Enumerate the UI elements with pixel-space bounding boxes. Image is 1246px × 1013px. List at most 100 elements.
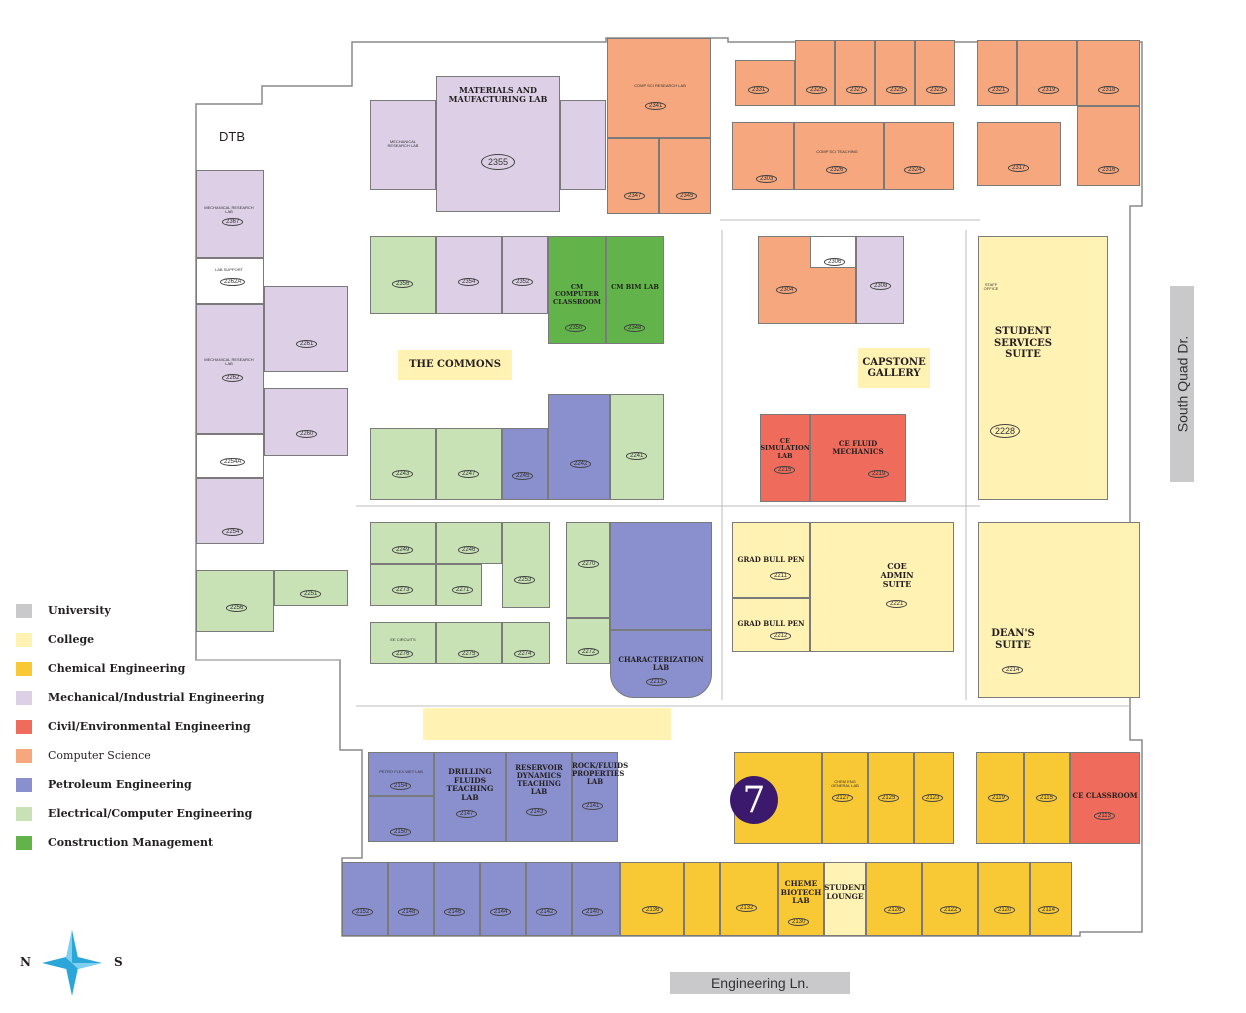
college-corridor-bar: [423, 708, 671, 740]
ce-fluid-title: CE FLUID MECHANICS: [832, 439, 884, 457]
legend-swatch: [16, 604, 32, 618]
compass-south-label: S: [114, 955, 123, 969]
ce-simulation-title: CE SIMULATION LAB: [760, 437, 810, 460]
room-2272-num: 2272: [578, 648, 600, 656]
drilling-title: DRILLING FLUIDS TEACHING LAB: [446, 767, 494, 802]
room-2327-num: 2327: [846, 86, 868, 94]
room-2271: [436, 564, 482, 606]
room-2247-num: 2247: [458, 470, 480, 478]
room-2142-num: 2142: [536, 908, 558, 916]
room-2246: [436, 522, 502, 564]
room-2341-num: 2341: [645, 102, 667, 110]
room-2345: [659, 138, 711, 214]
room-2212: [732, 598, 810, 652]
room-2154-label: PETRO FLEX WET LAB: [379, 769, 423, 774]
room-2318: [1077, 40, 1140, 106]
room-2241-num: 2241: [626, 452, 648, 460]
legend-label: Petroleum Engineering: [48, 778, 192, 791]
coe-admin-suite: [810, 522, 954, 652]
room-2323: [915, 40, 955, 106]
room-2356: [370, 236, 436, 314]
legend-swatch: [16, 836, 32, 850]
room-2260-num: 2260: [296, 430, 318, 438]
reservoir-title: RESERVOIR DYNAMICS TEACHING LAB: [515, 763, 563, 797]
room-2352-num: 2352: [512, 278, 534, 286]
room-2308: [856, 236, 904, 324]
room-2215-num: 2215: [774, 466, 796, 474]
room-2254a-num: 2254A: [220, 458, 246, 466]
cm-computer-title: CM COMPUTER CLASSROOM: [553, 283, 601, 306]
floor-number-badge: 7: [730, 776, 778, 824]
room-2347: [607, 138, 659, 214]
room-2276-label: EE CIRCUITS: [390, 637, 416, 642]
legend-label: Electrical/Computer Engineering: [48, 807, 253, 820]
room-2350-num: 2350: [565, 324, 587, 332]
room-2326: [794, 122, 884, 190]
room-2354-num: 2354: [458, 278, 480, 286]
legend-label: Mechanical/Industrial Engineering: [48, 691, 265, 704]
room-2367-label: MECHANICAL RESEARCH LAB: [204, 205, 254, 215]
grad-bull-pen-2-title: GRAD BULL PEN: [737, 619, 805, 628]
room-2329-num: 2329: [806, 86, 828, 94]
room-2325: [875, 40, 915, 106]
room-2356-num: 2356: [392, 280, 414, 288]
room-2136-num: 2136: [642, 906, 664, 914]
room-2325-num: 2325: [886, 86, 908, 94]
room-2254-num: 2254: [222, 528, 244, 536]
room-2262: [196, 304, 264, 434]
room-2213-num: 2213: [646, 678, 668, 686]
room-2319-num: 2319: [1038, 86, 1060, 94]
legend-label: University: [48, 604, 111, 617]
room-2319: [1017, 40, 1077, 106]
the-commons-label: THE COMMONS: [398, 350, 512, 380]
room-2323-num: 2323: [926, 86, 948, 94]
room-2242-num: 2242: [570, 460, 592, 468]
room-2213: [610, 630, 712, 698]
room-2212-num: 2212: [770, 632, 792, 640]
room-2345-num: 2345: [676, 192, 698, 200]
room-2262-label: MECHANICAL RESEARCH LAB: [204, 357, 254, 367]
room-2308-num: 2308: [870, 282, 892, 290]
room-2271-num: 2271: [452, 586, 474, 594]
room-2122-num: 2122: [940, 906, 962, 914]
room-2327: [835, 40, 875, 106]
characterization-title: CHARACTERIZATION LAB: [618, 655, 704, 673]
room-2115-num: 2115: [1036, 794, 1057, 802]
room-2141: [572, 752, 618, 842]
room-2144: [480, 862, 526, 936]
room-2270-num: 2270: [578, 560, 600, 568]
room-2143-num: 2143: [526, 808, 548, 816]
room-2256: [196, 570, 274, 632]
dtb-label: DTB: [219, 129, 245, 144]
room-2317: [977, 122, 1061, 186]
room-2127-label: CHEM ENG GENERAL LAB: [831, 779, 859, 789]
room-2326-num: 2326: [826, 166, 848, 174]
coe-admin-title: COE ADMIN SUITE: [880, 561, 914, 590]
ce-classroom-title: CE CLASSROOM: [1072, 791, 1138, 800]
room-2253-num: 2253: [514, 576, 536, 584]
room-2321-num: 2321: [988, 86, 1010, 94]
room-2273-num: 2273: [392, 586, 414, 594]
room-2261: [264, 286, 348, 372]
room-2329: [795, 40, 835, 106]
legend-swatch: [16, 720, 32, 734]
room-2150-num: 2150: [390, 828, 412, 836]
room-2147: [434, 752, 506, 842]
room-2249: [370, 522, 436, 564]
room-2214-num: 2214: [1002, 666, 1024, 674]
room-2260: [264, 388, 348, 456]
room-2136: [620, 862, 684, 936]
room-2123-num: 2123: [922, 794, 944, 802]
room-2152: [342, 862, 388, 936]
compass-north-label: N: [20, 955, 31, 969]
room-2352: [502, 236, 548, 314]
chem-microscope: [684, 862, 720, 936]
room-2367: [196, 170, 264, 258]
mech-lab-b: [370, 100, 436, 190]
room-2219: [810, 414, 906, 502]
room-2253: [502, 522, 550, 608]
legend-label: Computer Science: [48, 749, 151, 762]
legend-label: Civil/Environmental Engineering: [48, 720, 251, 733]
room-2318-num: 2318: [1098, 86, 1120, 94]
room-2321: [977, 40, 1017, 106]
